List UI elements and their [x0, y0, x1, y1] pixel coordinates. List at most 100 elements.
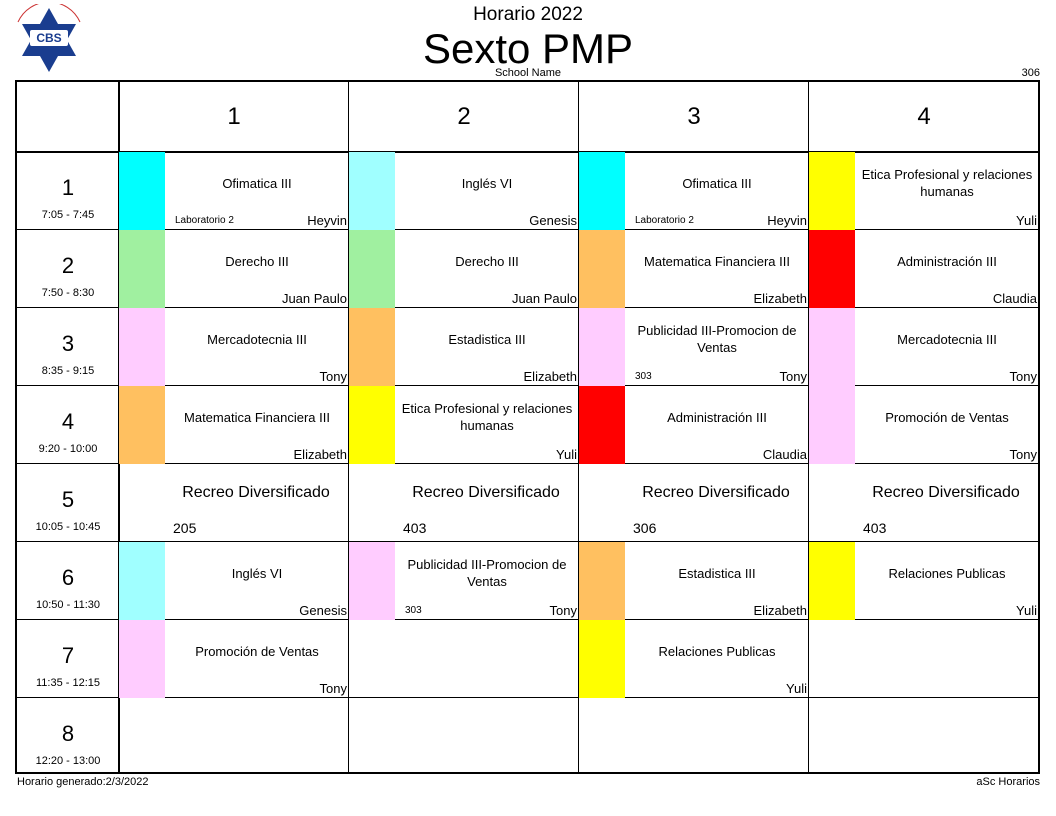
- column-header: 4: [917, 103, 931, 130]
- lesson-cell[interactable]: Matematica Financiera III Elizabeth: [119, 386, 349, 464]
- lesson-cell[interactable]: Ofimatica III Heyvin Laboratorio 2: [579, 152, 809, 230]
- subject-name: Administración III: [897, 253, 997, 269]
- subject-color-swatch: [809, 542, 855, 620]
- period-number: 2: [61, 253, 75, 278]
- lesson-cell[interactable]: Matematica Financiera III Elizabeth: [579, 230, 809, 308]
- lesson-cell[interactable]: Estadistica III Elizabeth: [349, 308, 579, 386]
- period-time: 7:05 - 7:45: [41, 209, 95, 221]
- period-label: 8 12:20 - 13:00: [17, 698, 119, 776]
- column-header: 2: [457, 103, 471, 130]
- row-divider: [17, 151, 1038, 153]
- teacher-name: Tony: [549, 603, 577, 618]
- subject-color-swatch: [349, 308, 395, 386]
- period-number: 7: [61, 643, 75, 668]
- class-title: Sexto PMP: [422, 25, 634, 72]
- column-divider: [348, 82, 349, 772]
- svg-text:CBS: CBS: [36, 31, 61, 45]
- lesson-cell[interactable]: Promoción de Ventas Tony: [119, 620, 349, 698]
- recess-cell: Recreo Diversificado 403: [809, 464, 1039, 542]
- period-number: 8: [61, 721, 75, 746]
- teacher-name: Tony: [319, 681, 347, 696]
- subject-color-swatch: [809, 386, 855, 464]
- subject-name: Inglés VI: [461, 175, 513, 191]
- lesson-cell[interactable]: Inglés VI Genesis: [349, 152, 579, 230]
- timetable-year-title: Horario 2022: [473, 4, 583, 25]
- subject-color-swatch: [349, 386, 395, 464]
- period-label: 4 9:20 - 10:00: [17, 386, 119, 464]
- subject-color-swatch: [119, 152, 165, 230]
- subject-name: Derecho III: [225, 253, 289, 269]
- recess-name: Recreo Diversificado: [182, 484, 330, 501]
- subject-name: Ofimatica III: [682, 175, 752, 191]
- subject-name: Estadistica III: [678, 565, 756, 581]
- teacher-name: Juan Paulo: [281, 291, 347, 306]
- lesson-cell[interactable]: Estadistica III Elizabeth: [579, 542, 809, 620]
- period-label: 6 10:50 - 11:30: [17, 542, 119, 620]
- row-divider: [17, 307, 1038, 308]
- period-number: 4: [61, 409, 75, 434]
- teacher-name: Tony: [1009, 369, 1037, 384]
- school-logo: CBS: [17, 4, 81, 72]
- subject-name: Relaciones Publicas: [658, 643, 776, 659]
- lesson-cell[interactable]: Ofimatica III Heyvin Laboratorio 2: [119, 152, 349, 230]
- recess-room: 205: [173, 520, 197, 536]
- lesson-cell[interactable]: Administración III Claudia: [579, 386, 809, 464]
- lesson-cell[interactable]: Derecho III Juan Paulo: [349, 230, 579, 308]
- period-time: 12:20 - 13:00: [35, 755, 101, 767]
- recess-name: Recreo Diversificado: [412, 484, 560, 501]
- lesson-cell[interactable]: Etica Profesional y relaciones humanas Yu…: [809, 152, 1039, 230]
- lesson-cell[interactable]: Publicidad III-Promocion de Ventas Tony 30…: [579, 308, 809, 386]
- lesson-cell[interactable]: Derecho III Juan Paulo: [119, 230, 349, 308]
- lesson-cell[interactable]: Administración III Claudia: [809, 230, 1039, 308]
- period-number: 6: [61, 565, 75, 590]
- subject-color-swatch: [579, 542, 625, 620]
- subject-name: Mercadotecnia III: [897, 331, 997, 347]
- period-number: 3: [61, 331, 75, 356]
- subject-color-swatch: [579, 386, 625, 464]
- lesson-cell[interactable]: Relaciones Publicas Yuli: [579, 620, 809, 698]
- lesson-cell[interactable]: Inglés VI Genesis: [119, 542, 349, 620]
- subject-color-swatch: [119, 230, 165, 308]
- subject-name: Derecho III: [455, 253, 519, 269]
- subject-color-swatch: [579, 308, 625, 386]
- period-time: 9:20 - 10:00: [38, 443, 98, 455]
- teacher-name: Heyvin: [767, 213, 807, 228]
- lesson-cell[interactable]: Publicidad III-Promocion de Ventas Tony 30…: [349, 542, 579, 620]
- lesson-cell[interactable]: Etica Profesional y relaciones humanas Yu…: [349, 386, 579, 464]
- period-label: 7 11:35 - 12:15: [17, 620, 119, 698]
- column-header: 3: [687, 103, 701, 130]
- lesson-cell[interactable]: Mercadotecnia III Tony: [119, 308, 349, 386]
- lesson-cell[interactable]: Relaciones Publicas Yuli: [809, 542, 1039, 620]
- subject-name: Matematica Financiera III: [644, 253, 790, 269]
- recess-room: 403: [403, 520, 427, 536]
- teacher-name: Elizabeth: [753, 603, 807, 618]
- software-name: aSc Horarios: [976, 776, 1040, 788]
- subject-name: Publicidad III-Promocion de Ventas: [407, 557, 567, 589]
- lesson-cell[interactable]: Mercadotecnia III Tony: [809, 308, 1039, 386]
- school-name: School Name: [494, 67, 562, 79]
- teacher-name: Claudia: [762, 447, 807, 462]
- room-label: 303: [635, 371, 652, 382]
- period-time: 11:35 - 12:15: [35, 677, 100, 689]
- subject-color-swatch: [349, 230, 395, 308]
- subject-color-swatch: [349, 152, 395, 230]
- teacher-name: Tony: [1009, 447, 1037, 462]
- timetable-grid: 1 2 3 4 1 7:05 - 7:45 2 7:50 - 8:30 3 8:35 - 9:15…: [15, 80, 1040, 774]
- row-divider: [17, 463, 1038, 464]
- teacher-name: Genesis: [529, 213, 577, 228]
- period-label: 3 8:35 - 9:15: [17, 308, 119, 386]
- period-label: 1 7:05 - 7:45: [17, 152, 119, 230]
- subject-color-swatch: [579, 152, 625, 230]
- teacher-name: Elizabeth: [753, 291, 807, 306]
- room-label: Laboratorio 2: [175, 215, 234, 226]
- room-number: 306: [1021, 67, 1040, 79]
- subject-name: Relaciones Publicas: [888, 565, 1006, 581]
- subject-color-swatch: [349, 542, 395, 620]
- row-divider: [17, 385, 1038, 386]
- subject-name: Estadistica III: [448, 331, 526, 347]
- row-divider: [17, 619, 1038, 620]
- lesson-cell[interactable]: Promoción de Ventas Tony: [809, 386, 1039, 464]
- room-label: 303: [405, 605, 422, 616]
- recess-name: Recreo Diversificado: [642, 484, 790, 501]
- subject-name: Promoción de Ventas: [195, 643, 319, 659]
